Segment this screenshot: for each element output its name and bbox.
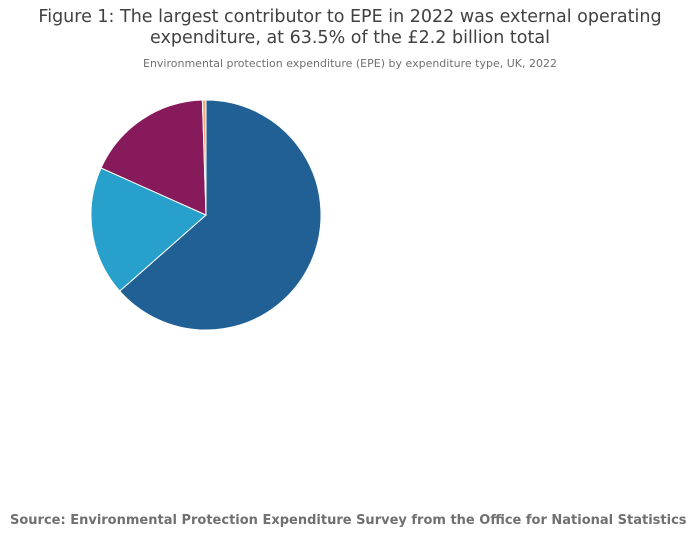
chart-title-line-1: Figure 1: The largest contributor to EPE… — [38, 7, 662, 27]
pie-slice-3[interactable] — [100, 99, 207, 216]
pie-slice-1[interactable] — [119, 99, 322, 331]
chart-subtitle: Environmental protection expenditure (EP… — [143, 57, 557, 70]
pie-slices — [90, 99, 322, 331]
pie-slice-2[interactable] — [90, 167, 207, 292]
chart-title-line-2: expenditure, at 63.5% of the £2.2 billio… — [150, 28, 550, 48]
chart-title: Figure 1: The largest contributor to EPE… — [0, 7, 700, 49]
pie-slice-4[interactable] — [201, 99, 207, 216]
source-note: Source: Environmental Protection Expendi… — [10, 513, 687, 528]
